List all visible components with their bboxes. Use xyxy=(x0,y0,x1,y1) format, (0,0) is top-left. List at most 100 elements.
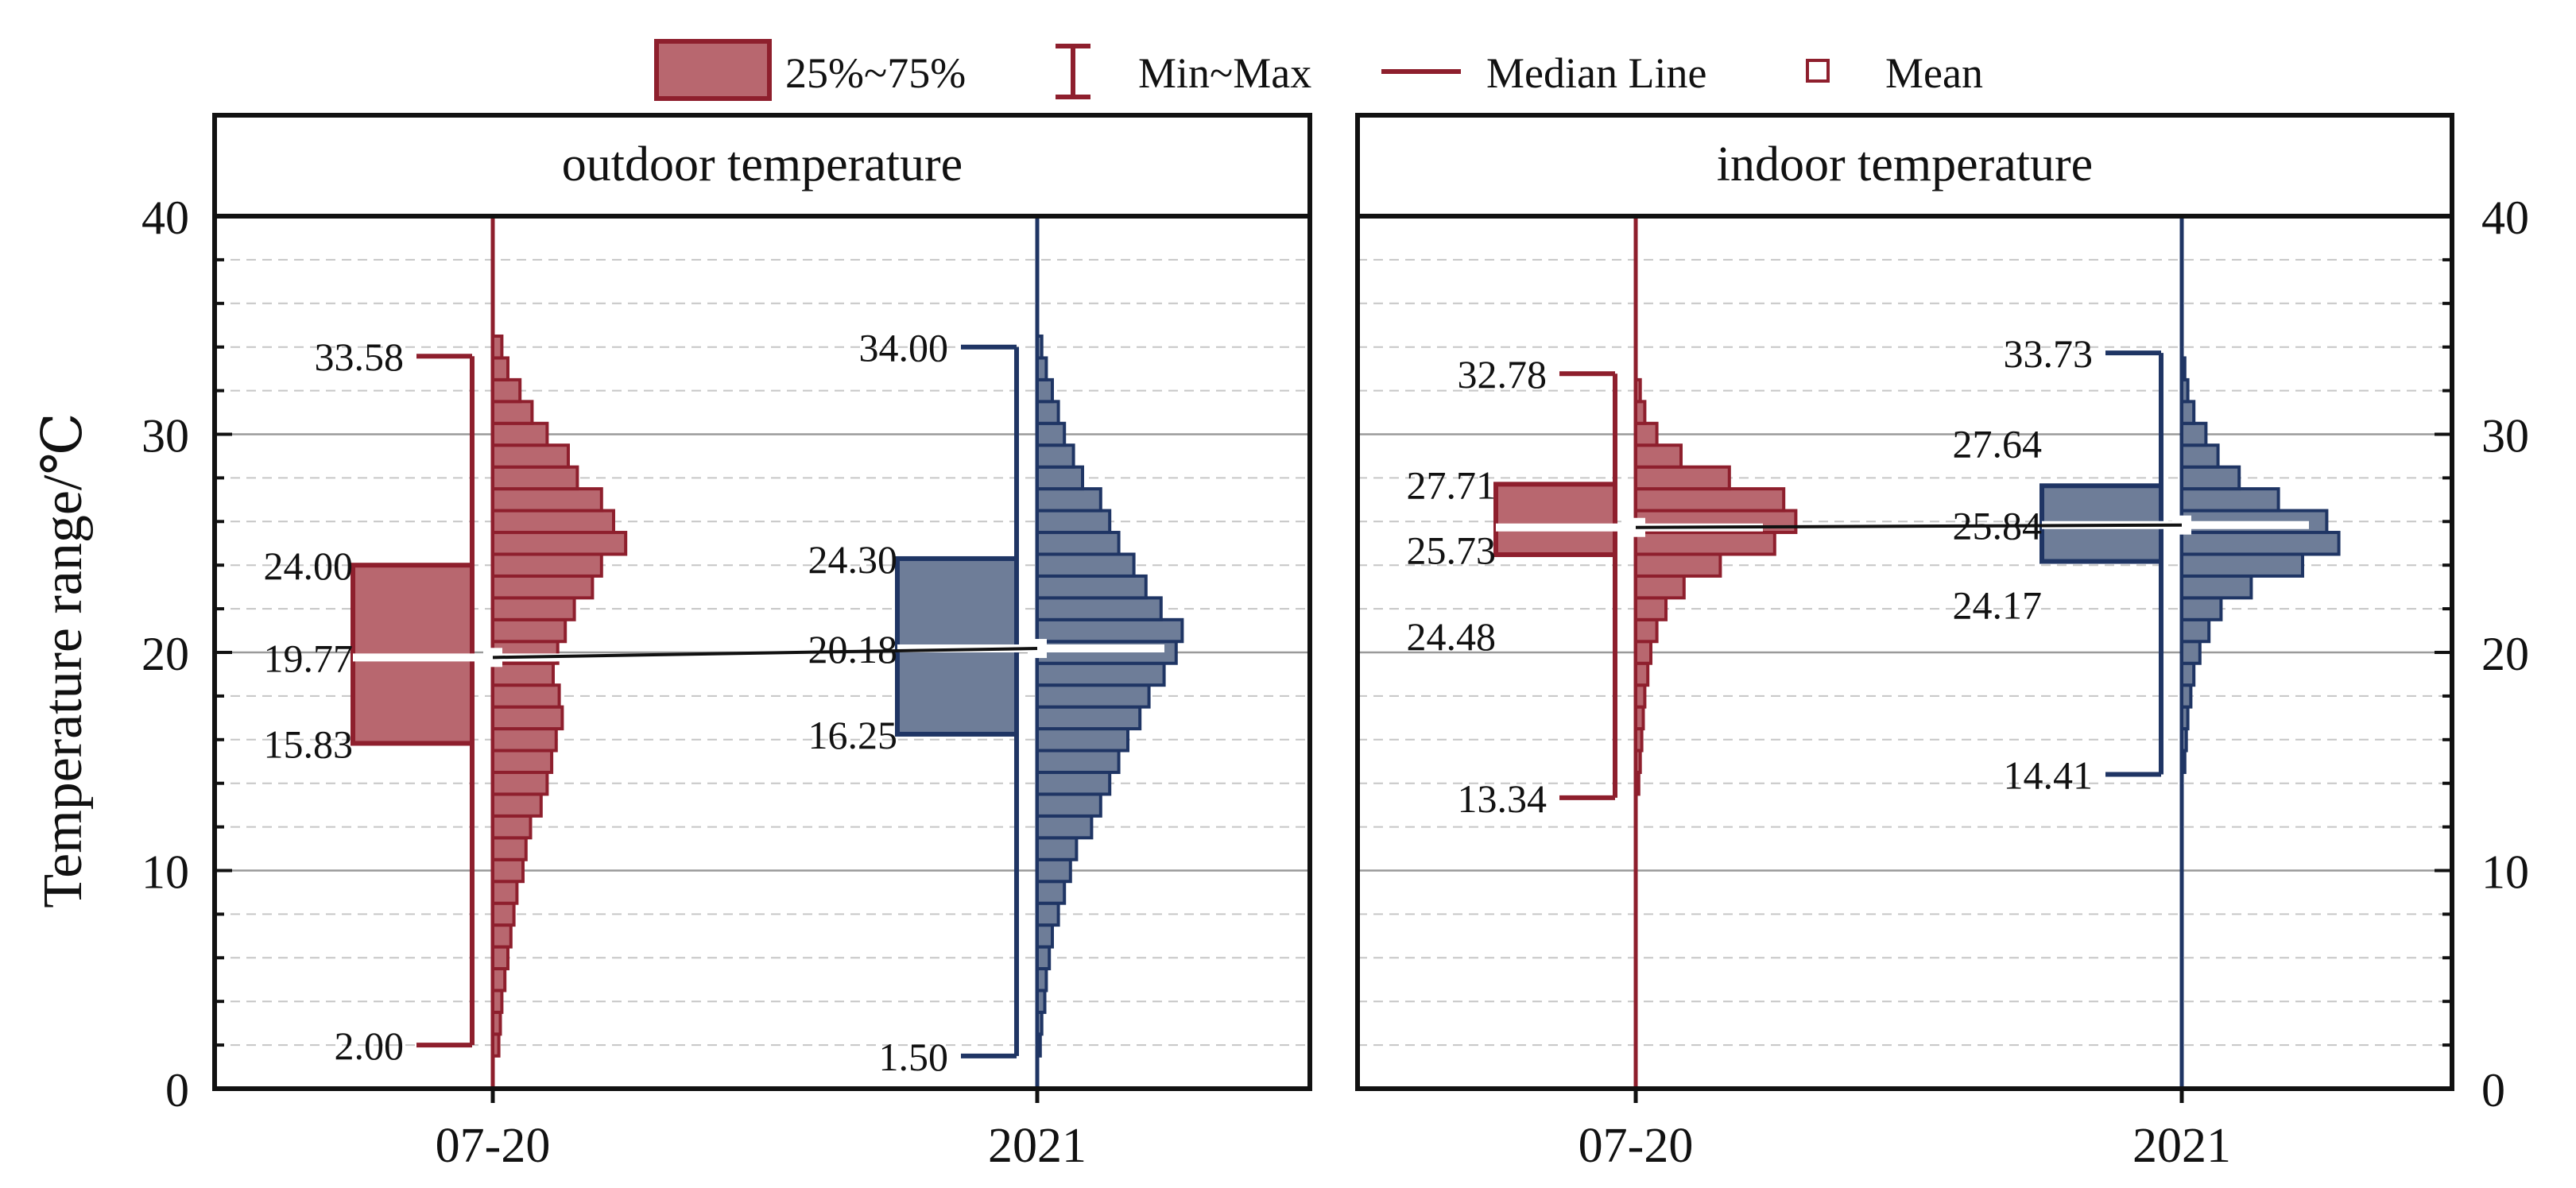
histogram-bar xyxy=(491,989,504,1014)
histogram-bar xyxy=(1036,661,1166,687)
histogram-bar xyxy=(1634,770,1641,796)
histogram-bar xyxy=(1036,465,1084,491)
histogram-bar xyxy=(1036,880,1067,905)
histogram-bar xyxy=(491,749,554,774)
max-label: 33.58 xyxy=(315,335,405,379)
histogram-bar xyxy=(1036,596,1163,621)
histogram-bar xyxy=(1036,509,1112,535)
y-tick-label-right: 40 xyxy=(2481,192,2529,244)
histogram-bar xyxy=(491,531,628,556)
histogram-bar xyxy=(1634,640,1652,665)
histogram-bar xyxy=(2180,683,2193,709)
histogram-bar xyxy=(1036,356,1048,381)
histogram-bar xyxy=(2180,574,2253,600)
median-label: 20.18 xyxy=(808,627,898,671)
median-connector-line xyxy=(492,647,1038,660)
y-axis-title: Temperature range/℃ xyxy=(33,412,94,907)
y-tick-label-left: 10 xyxy=(141,846,189,899)
histogram-bar xyxy=(1634,465,1731,491)
histogram-bar xyxy=(1036,857,1072,884)
median-label: 25.73 xyxy=(1407,528,1497,573)
y-tick-label-right: 30 xyxy=(2481,410,2529,462)
histogram-bar xyxy=(1634,421,1659,447)
histogram-bar xyxy=(491,814,533,840)
series-2021: 34.00 1.50 24.30 16.25 20.18 2021 xyxy=(808,216,1184,1173)
histogram-bar xyxy=(491,617,567,644)
category-label: 2021 xyxy=(2132,1119,2231,1173)
histogram-bar xyxy=(2180,443,2220,469)
panel-title: indoor temperature xyxy=(1717,137,2093,192)
histogram-bar xyxy=(2180,661,2196,687)
histogram-bar xyxy=(1036,552,1136,578)
histogram-bar xyxy=(491,1010,502,1036)
histogram-bar xyxy=(1036,617,1184,644)
min-label: 13.34 xyxy=(1458,776,1548,821)
histogram-bar xyxy=(1036,400,1060,425)
min-label: 1.50 xyxy=(879,1035,949,1079)
series-07-20: 32.78 13.34 27.71 25.73 24.48 07-20 xyxy=(1407,216,1798,1173)
panel-title-band xyxy=(212,113,1312,219)
max-label: 34.00 xyxy=(859,326,949,370)
legend-mean-swatch xyxy=(1806,59,1830,83)
histogram-bar xyxy=(1634,617,1659,644)
histogram-bar xyxy=(491,377,522,404)
histogram-bar xyxy=(491,727,558,753)
histogram-bar xyxy=(2180,617,2211,644)
histogram-bar xyxy=(2180,640,2202,665)
q3-label: 24.30 xyxy=(808,537,898,582)
q1-label: 15.83 xyxy=(264,722,354,766)
histogram-bar xyxy=(1036,792,1102,818)
y-tick-label-left: 0 xyxy=(165,1064,189,1116)
histogram-bar xyxy=(1036,989,1047,1014)
histogram-bar xyxy=(1036,334,1044,360)
histogram-bar xyxy=(1036,727,1129,753)
histogram-bar xyxy=(491,509,615,535)
histogram-bar xyxy=(2180,400,2196,425)
legend: 25%~75% Min~Max Median Line Mean xyxy=(654,39,1983,101)
histogram-bar xyxy=(1634,596,1668,621)
histogram-bar xyxy=(491,596,576,621)
histogram-bar xyxy=(1634,377,1642,404)
q3-label: 27.64 xyxy=(1953,421,2043,466)
category-label: 07-20 xyxy=(1579,1119,1694,1173)
histogram-bar xyxy=(1634,749,1642,774)
category-label: 2021 xyxy=(988,1119,1087,1173)
histogram-bar xyxy=(1036,923,1054,949)
q1-label: 16.25 xyxy=(808,713,898,757)
histogram-bar xyxy=(1036,487,1102,513)
histogram-bar xyxy=(491,443,570,469)
min-label: 14.41 xyxy=(2004,753,2094,797)
histogram-bar xyxy=(2180,465,2241,491)
histogram-bar xyxy=(1634,552,1722,578)
legend-box-swatch xyxy=(654,39,772,101)
histogram-bar xyxy=(491,857,525,884)
histogram-bar xyxy=(491,334,504,360)
legend-mean-label: Mean xyxy=(1885,49,1983,97)
panel-outdoor: outdoor temperature 33.58 2.00 24.00 15.83 19… xyxy=(212,113,1312,1173)
q1-label: 24.48 xyxy=(1407,614,1497,659)
histogram-bar xyxy=(2180,356,2187,381)
histogram-bar xyxy=(1036,421,1067,447)
histogram-bar xyxy=(491,465,579,491)
histogram-bar xyxy=(491,901,516,927)
histogram-bar xyxy=(1036,1032,1042,1058)
histogram-bar xyxy=(491,836,528,861)
histogram-bar xyxy=(491,487,603,513)
histogram-bar xyxy=(491,574,595,600)
y-tick-label-left: 20 xyxy=(141,628,189,680)
histogram-bar xyxy=(491,705,564,731)
histogram-bar xyxy=(491,967,507,993)
median-label: 19.77 xyxy=(264,636,354,680)
series-07-20: 33.58 2.00 24.00 15.83 19.77 07-20 xyxy=(264,216,628,1173)
histogram-bar xyxy=(1036,531,1121,556)
y-tick-label-right: 0 xyxy=(2481,1064,2505,1116)
q3-label: 27.71 xyxy=(1407,462,1497,507)
histogram-bar xyxy=(2180,421,2208,447)
min-label: 2.00 xyxy=(335,1024,405,1068)
histogram-bar xyxy=(1036,377,1054,404)
histogram-bar xyxy=(491,421,549,447)
histogram-bar xyxy=(1036,683,1151,709)
histogram-bar xyxy=(1036,574,1148,600)
histogram-bar xyxy=(1036,814,1094,840)
